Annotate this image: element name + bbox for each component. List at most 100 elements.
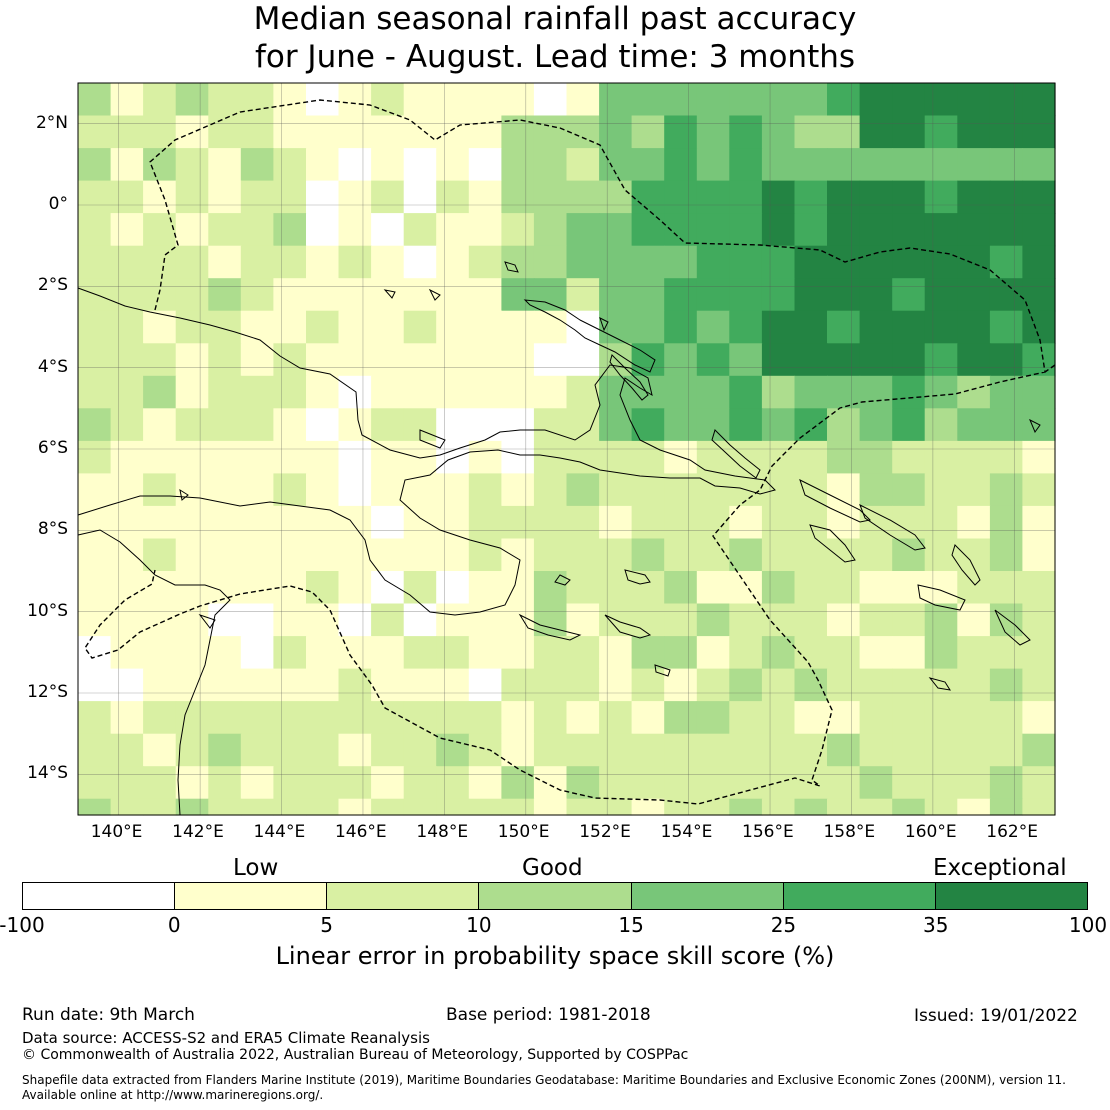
grid-cell <box>403 310 437 344</box>
colorbar-tick-label: 0 <box>167 913 181 937</box>
grid-cell <box>761 310 796 344</box>
grid-cell <box>924 668 958 702</box>
grid-cell <box>78 245 112 279</box>
grid-cell <box>501 668 535 702</box>
grid-cell <box>859 148 893 182</box>
grid-cell <box>989 213 1024 247</box>
grid-cell <box>175 538 209 572</box>
grid-cell <box>1022 603 1056 637</box>
grid-cell <box>761 668 796 702</box>
grid-cell <box>761 473 796 507</box>
grid-cell <box>631 636 665 670</box>
grid-cell <box>371 83 405 117</box>
grid-cell <box>924 636 958 670</box>
grid-cell <box>175 278 209 312</box>
grid-cell <box>957 505 991 539</box>
grid-cell <box>924 408 958 442</box>
grid-cell <box>989 505 1024 539</box>
grid-cell <box>208 245 242 279</box>
grid-cell <box>924 310 958 344</box>
grid-cell <box>631 440 665 474</box>
grid-cell <box>729 115 763 149</box>
category-exceptional: Exceptional <box>933 855 1067 881</box>
grid-cell <box>1022 115 1056 149</box>
longitude-tick-label: 142°E <box>172 822 224 842</box>
grid-cell <box>208 538 242 572</box>
grid-cell <box>729 636 763 670</box>
grid-cell <box>468 343 502 377</box>
new-ireland-coastline <box>609 354 649 401</box>
grid-cell <box>501 180 535 214</box>
colorbar-segment <box>174 883 327 909</box>
colorbar-tick-label: 5 <box>320 913 333 937</box>
grid-cell <box>110 668 144 702</box>
grid-cell <box>892 375 926 409</box>
grid-cell <box>761 148 796 182</box>
grid-cell <box>143 148 177 182</box>
grid-cell <box>175 245 209 279</box>
grid-cell <box>892 440 926 474</box>
grid-cell <box>403 603 437 637</box>
grid-cell <box>566 115 600 149</box>
grid-cell <box>664 473 698 507</box>
grid-cell <box>599 245 633 279</box>
grid-cell <box>371 180 405 214</box>
grid-cell <box>696 278 730 312</box>
latitude-tick-label: 14°S <box>27 763 68 784</box>
grid-cell <box>338 278 372 312</box>
grid-cell <box>403 83 437 117</box>
grid-cell <box>989 473 1024 507</box>
grid-cell <box>761 278 796 312</box>
grid-cell <box>143 310 177 344</box>
grid-cell <box>371 668 405 702</box>
grid-cell <box>827 505 861 539</box>
grid-cell <box>1022 375 1056 409</box>
grid-cell <box>143 343 177 377</box>
grid-cell <box>533 148 568 182</box>
grid-cell <box>501 213 535 247</box>
grid-cell <box>110 440 144 474</box>
grid-cell <box>143 701 177 735</box>
grid-cell <box>794 180 828 214</box>
new-guinea-coastline <box>77 287 776 616</box>
grid-cell <box>599 83 633 117</box>
grid-cell <box>110 375 144 409</box>
grid-cell <box>696 473 730 507</box>
grid-cell <box>761 245 796 279</box>
grid-cell <box>794 798 828 816</box>
grid-cell <box>892 245 926 279</box>
colorbar-segment <box>326 883 479 909</box>
grid-cell <box>468 636 502 670</box>
grid-cell <box>631 571 665 605</box>
grid-cell <box>240 375 274 409</box>
grid-cell <box>957 603 991 637</box>
grid-cell <box>761 603 796 637</box>
grid-cell <box>859 213 893 247</box>
grid-cell <box>371 343 405 377</box>
grid-cell <box>175 180 209 214</box>
grid-cell <box>989 733 1024 767</box>
grid-cell <box>957 766 991 800</box>
grid-cell <box>794 310 828 344</box>
grid-cell <box>306 473 340 507</box>
grid-cell <box>696 245 730 279</box>
grid-cell <box>468 505 502 539</box>
grid-cell <box>371 213 405 247</box>
grid-cell <box>533 668 568 702</box>
chart-title-line-1: Median seasonal rainfall past accuracy <box>253 1 857 37</box>
grid-cell <box>859 408 893 442</box>
grid-cell <box>761 571 796 605</box>
longitude-tick-label: 140°E <box>90 822 143 842</box>
grid-cell <box>924 115 958 149</box>
grid-cell <box>599 668 633 702</box>
grid-cell <box>436 668 470 702</box>
grid-cell <box>533 408 568 442</box>
grid-cell <box>1022 148 1056 182</box>
grid-cell <box>989 245 1024 279</box>
grid-cell <box>664 375 698 409</box>
grid-cell <box>664 603 698 637</box>
grid-cell <box>273 213 307 247</box>
grid-cell <box>1022 571 1056 605</box>
grid-cell <box>436 571 470 605</box>
grid-cell <box>599 375 633 409</box>
